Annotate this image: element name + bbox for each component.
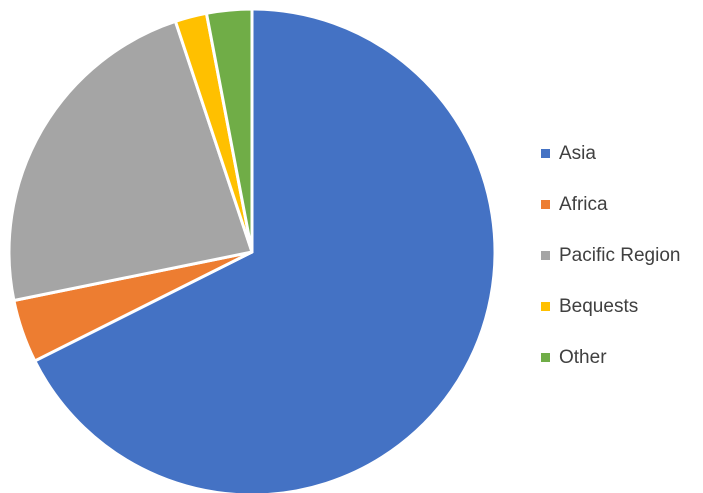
legend-item-africa: Africa — [541, 189, 680, 219]
legend-item-other: Other — [541, 342, 680, 372]
legend-label-other: Other — [559, 346, 607, 368]
legend-label-bequests: Bequests — [559, 295, 639, 317]
legend-item-asia: Asia — [541, 138, 680, 168]
pie-slice-other — [204, 7, 254, 254]
legend-swatch-asia — [541, 148, 550, 158]
legend-label-pacific-region: Pacific Region — [559, 244, 681, 266]
chart-legend: Asia Africa Pacific Region Bequests Othe… — [541, 138, 680, 393]
legend-item-pacific-region: Pacific Region — [541, 240, 680, 270]
pie-slice-pacific-region — [7, 19, 254, 303]
legend-item-bequests: Bequests — [541, 291, 680, 321]
pie-plot — [7, 7, 497, 493]
legend-swatch-pacific-region — [541, 250, 550, 260]
legend-swatch-bequests — [541, 301, 550, 311]
legend-label-africa: Africa — [559, 193, 608, 215]
pie-slice-asia — [33, 7, 497, 493]
legend-swatch-other — [541, 352, 550, 362]
legend-label-asia: Asia — [559, 142, 596, 164]
legend-swatch-africa — [541, 199, 550, 209]
